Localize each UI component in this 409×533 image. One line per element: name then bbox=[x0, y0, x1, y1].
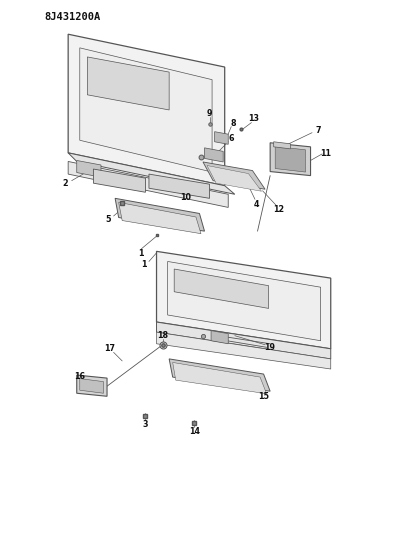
Polygon shape bbox=[119, 203, 201, 233]
Text: 15: 15 bbox=[258, 392, 269, 401]
Polygon shape bbox=[169, 359, 270, 391]
Text: 18: 18 bbox=[157, 331, 168, 340]
Polygon shape bbox=[93, 169, 146, 192]
Polygon shape bbox=[207, 166, 262, 191]
Text: 13: 13 bbox=[248, 114, 259, 123]
Polygon shape bbox=[88, 57, 169, 110]
Text: 4: 4 bbox=[254, 200, 259, 209]
Text: 2: 2 bbox=[63, 179, 68, 188]
Polygon shape bbox=[77, 160, 101, 177]
Polygon shape bbox=[215, 132, 228, 144]
Text: 9: 9 bbox=[207, 109, 212, 118]
Polygon shape bbox=[157, 252, 331, 349]
Text: 17: 17 bbox=[105, 344, 116, 353]
Polygon shape bbox=[211, 330, 228, 344]
Polygon shape bbox=[68, 153, 235, 195]
Polygon shape bbox=[77, 375, 107, 396]
Text: 6: 6 bbox=[229, 134, 234, 143]
Polygon shape bbox=[204, 148, 223, 162]
Text: 12: 12 bbox=[273, 205, 284, 214]
Text: 1: 1 bbox=[141, 261, 147, 270]
Polygon shape bbox=[274, 142, 290, 149]
Polygon shape bbox=[173, 362, 267, 394]
Polygon shape bbox=[270, 143, 310, 175]
Text: 11: 11 bbox=[320, 149, 331, 158]
Polygon shape bbox=[168, 262, 321, 341]
Polygon shape bbox=[80, 48, 212, 172]
Text: 3: 3 bbox=[143, 420, 148, 429]
Text: 7: 7 bbox=[315, 126, 321, 135]
Polygon shape bbox=[275, 147, 306, 172]
Polygon shape bbox=[80, 378, 103, 393]
Text: 8: 8 bbox=[230, 119, 236, 128]
Polygon shape bbox=[157, 332, 331, 369]
Text: 8J431200A: 8J431200A bbox=[45, 12, 101, 21]
Text: 5: 5 bbox=[106, 215, 111, 224]
Polygon shape bbox=[149, 174, 209, 198]
Polygon shape bbox=[68, 161, 228, 207]
Text: 14: 14 bbox=[189, 427, 200, 436]
Text: 19: 19 bbox=[265, 343, 276, 352]
Text: 1: 1 bbox=[139, 249, 144, 259]
Polygon shape bbox=[115, 198, 204, 231]
Polygon shape bbox=[174, 269, 269, 309]
Polygon shape bbox=[157, 322, 331, 359]
Text: 16: 16 bbox=[74, 372, 85, 381]
Polygon shape bbox=[68, 34, 225, 185]
Polygon shape bbox=[203, 162, 265, 189]
Text: 10: 10 bbox=[180, 193, 191, 202]
